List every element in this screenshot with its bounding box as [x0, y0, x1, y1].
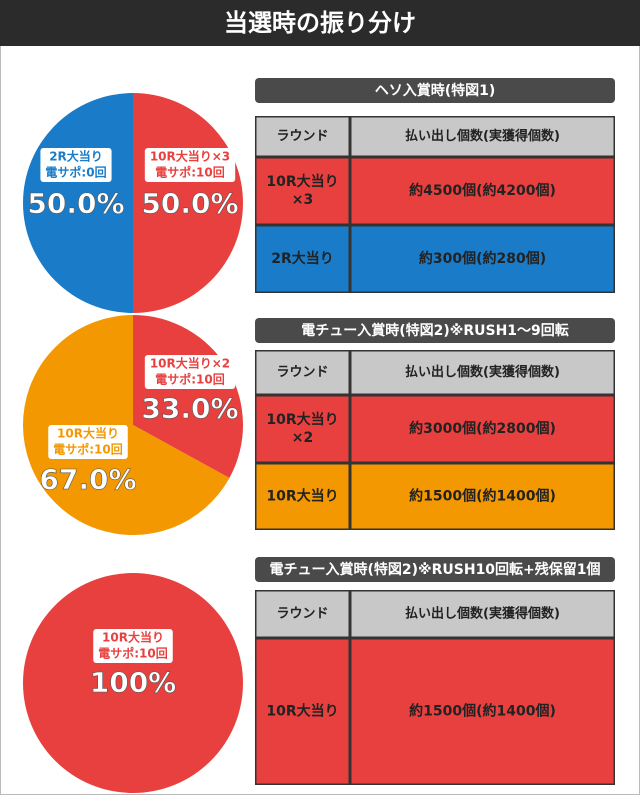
table-header: 払い出し個数(実獲得個数) [405, 128, 560, 144]
table-cell [256, 117, 349, 156]
slice-percent: 50.0% [141, 187, 238, 220]
page-title: 当選時の振り分け [224, 9, 416, 37]
slice-label: 10R大当り [57, 426, 119, 441]
pie-slice [22, 315, 230, 535]
payout-cell: 約1500個(約1400個) [409, 703, 556, 720]
table-cell [351, 351, 614, 394]
payout-cell: 約3000個(約2800個) [409, 420, 556, 437]
slice-label: 電サポ:10回 [98, 646, 168, 661]
section-heading-bar [255, 318, 615, 343]
table-header: ラウンド [276, 129, 328, 144]
table-cell [256, 158, 349, 224]
table-cell [256, 639, 349, 784]
round-cell: ×3 [292, 192, 313, 208]
round-cell: 10R大当り [266, 173, 338, 190]
section-heading: 電チュー入賞時(特図2)※RUSH1〜9回転 [301, 322, 569, 339]
round-cell: 2R大当り [271, 250, 334, 267]
slice-label: 10R大当り×2 [150, 356, 230, 371]
table-header: ラウンド [276, 607, 328, 622]
slice-percent: 33.0% [141, 392, 238, 425]
slice-label: 電サポ:10回 [155, 372, 225, 387]
table-header: 払い出し個数(実獲得個数) [405, 606, 560, 622]
pie-slice [23, 573, 243, 793]
table-cell [351, 464, 614, 529]
table-cell [256, 591, 349, 637]
round-cell: 10R大当り [266, 703, 338, 720]
table-cell [351, 591, 614, 637]
slice-percent: 50.0% [27, 187, 124, 220]
slice-label: 電サポ:10回 [155, 165, 225, 180]
table-cell [351, 226, 614, 292]
section-heading: 電チュー入賞時(特図2)※RUSH10回転+残保留1個 [269, 561, 600, 578]
slice-label: 電サポ:10回 [53, 442, 123, 457]
title-bar [0, 0, 640, 46]
table-cell [351, 639, 614, 784]
table-header: 払い出し個数(実獲得個数) [405, 364, 560, 380]
slice-label: 電サポ:0回 [45, 165, 106, 180]
section-heading-bar [255, 557, 615, 582]
slice-percent: 67.0% [39, 463, 136, 496]
payout-cell: 約300個(約280個) [419, 250, 546, 267]
table-cell [351, 158, 614, 224]
payout-cell: 約4500個(約4200個) [409, 182, 556, 199]
table-cell [351, 117, 614, 156]
table-cell [256, 226, 349, 292]
label-box [144, 355, 236, 389]
round-cell: ×2 [292, 430, 313, 446]
slice-label: 2R大当り [49, 149, 103, 164]
table-header: ラウンド [276, 365, 328, 380]
table-cell [351, 396, 614, 462]
section-heading-bar [255, 78, 615, 103]
label-box [93, 629, 173, 663]
round-cell: 10R大当り [266, 488, 338, 505]
table-cell [256, 464, 349, 529]
table-cell [256, 351, 349, 394]
label-box [40, 148, 112, 182]
slice-percent: 100% [90, 666, 177, 699]
slice-label: 10R大当り [102, 630, 164, 645]
payout-cell: 約1500個(約1400個) [409, 488, 556, 505]
section-heading: ヘソ入賞時(特図1) [375, 82, 496, 99]
label-box [144, 148, 236, 182]
slice-label: 10R大当り×3 [150, 149, 230, 164]
label-box [48, 425, 128, 459]
table-cell [256, 396, 349, 462]
round-cell: 10R大当り [266, 411, 338, 428]
